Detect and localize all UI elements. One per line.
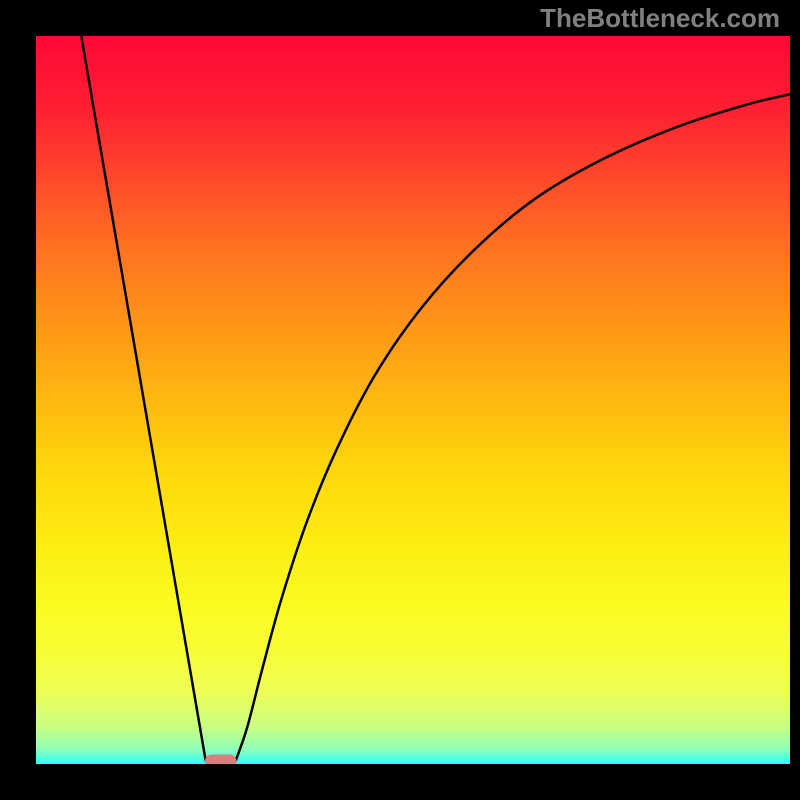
optimal-point-marker xyxy=(205,755,237,764)
chart-plot-area xyxy=(36,36,790,764)
chart-svg xyxy=(36,36,790,764)
frame-border-right xyxy=(790,0,800,800)
frame-border-left xyxy=(0,0,36,800)
frame-border-bottom xyxy=(0,764,800,800)
chart-background-gradient xyxy=(36,36,790,764)
watermark-text: TheBottleneck.com xyxy=(540,3,780,34)
